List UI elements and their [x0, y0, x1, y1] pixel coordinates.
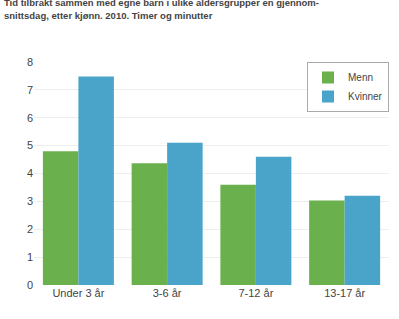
- svg-text:6: 6: [27, 112, 33, 124]
- svg-text:7-12 år: 7-12 år: [238, 287, 273, 299]
- svg-text:8: 8: [27, 56, 33, 68]
- svg-text:1: 1: [27, 251, 33, 263]
- svg-text:5: 5: [27, 139, 33, 151]
- svg-text:13-17 år: 13-17 år: [324, 287, 365, 299]
- svg-text:Tid tilbrakt sammen med egne b: Tid tilbrakt sammen med egne barn i ulik…: [4, 0, 319, 21]
- svg-text:3: 3: [27, 195, 33, 207]
- svg-text:Kvinner: Kvinner: [348, 91, 383, 102]
- svg-text:0: 0: [27, 279, 33, 291]
- svg-text:3-6 år: 3-6 år: [153, 287, 182, 299]
- svg-text:4: 4: [27, 167, 33, 179]
- svg-text:7: 7: [27, 84, 33, 96]
- svg-text:2: 2: [27, 223, 33, 235]
- svg-text:Under 3 år: Under 3 år: [52, 287, 104, 299]
- svg-text:Menn: Menn: [348, 72, 373, 83]
